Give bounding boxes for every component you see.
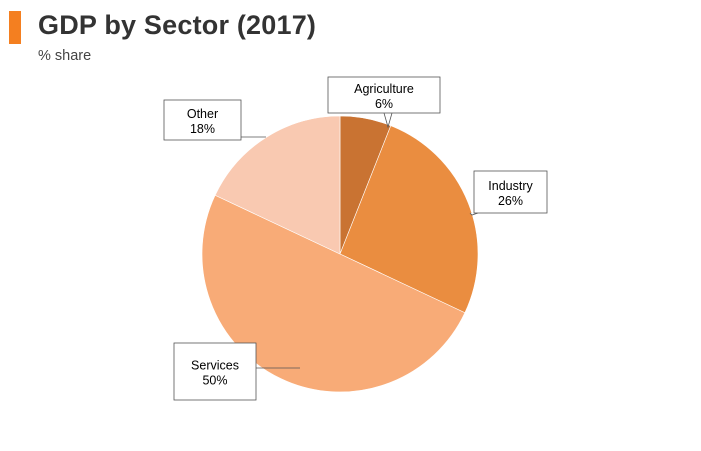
pie-label-category: Industry <box>488 179 533 193</box>
pie-label-category: Other <box>187 107 218 121</box>
chart-title: GDP by Sector (2017) <box>38 10 317 40</box>
pie-label-leader <box>383 112 393 129</box>
chart-subtitle: % share <box>38 48 92 64</box>
pie-label-value: 18% <box>190 122 215 136</box>
pie-label-box <box>163 99 242 141</box>
pie-slice-other <box>214 115 341 255</box>
pie-label-box <box>473 170 548 214</box>
pie-label-value: 50% <box>202 374 227 388</box>
pie-slices <box>201 115 479 393</box>
pie-label-category: Agriculture <box>354 82 414 96</box>
pie-label-leader <box>469 212 479 216</box>
pie-label-value: 6% <box>375 97 393 111</box>
pie-label-box <box>327 76 441 114</box>
pie-label-category: Services <box>191 359 239 373</box>
pie-slice-services <box>201 194 466 393</box>
pie-slice-industry <box>339 125 479 314</box>
pie-label-box <box>173 342 257 401</box>
title-accent-bar <box>9 11 21 44</box>
pie-label-value: 26% <box>498 194 523 208</box>
